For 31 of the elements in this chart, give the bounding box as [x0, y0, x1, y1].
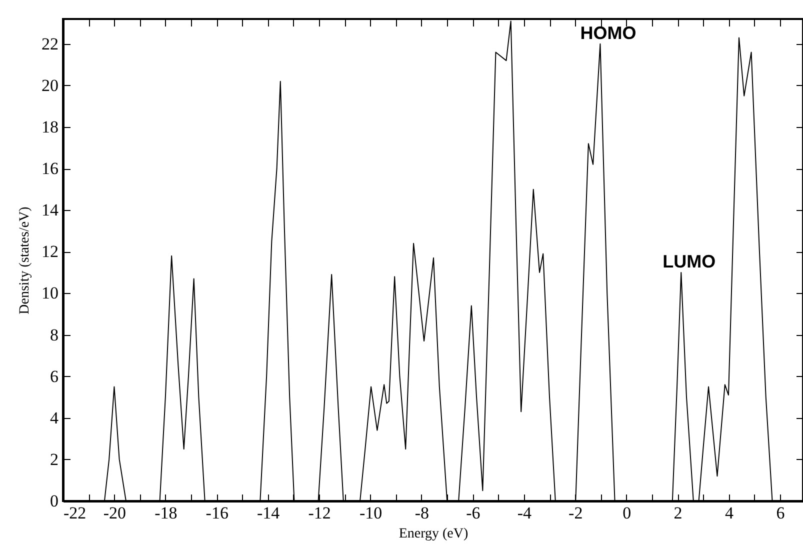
x-tick-label: -2 [568, 504, 583, 522]
x-tick-label: 0 [622, 504, 632, 522]
x-tick-label: -16 [206, 504, 228, 522]
x-tick-label: -8 [414, 504, 430, 522]
y-tick-label: 22 [42, 34, 58, 54]
y-tick-label: 10 [42, 284, 58, 303]
y-axis-title: Density (states/eV) [18, 206, 32, 314]
x-axis-title: Energy (eV) [398, 526, 468, 542]
x-tick-label: -6 [466, 504, 480, 522]
x-tick-label: -18 [154, 504, 178, 522]
annotation: LUMO [662, 251, 716, 272]
y-tick-label: 20 [42, 76, 58, 95]
y-tick-label: 14 [42, 200, 59, 220]
x-tick-label: -14 [257, 504, 280, 522]
x-tick-label: 2 [674, 504, 682, 522]
y-tick-label: 2 [50, 450, 58, 469]
y-tick-label: 0 [50, 492, 58, 510]
y-tick-label: 18 [42, 118, 58, 137]
x-tick-label: 4 [724, 504, 734, 522]
x-tick-label: -12 [308, 504, 331, 522]
x-tick-label: -20 [103, 504, 126, 522]
annotation: HOMO [580, 22, 636, 43]
x-tick-label: -22 [64, 504, 86, 522]
y-tick-label: 16 [42, 159, 58, 178]
y-tick-label: 6 [50, 366, 58, 386]
x-tick-label: -4 [517, 504, 532, 522]
y-tick-label: 4 [50, 408, 59, 428]
x-tick-label: -10 [359, 504, 382, 522]
y-tick-label: 8 [50, 325, 58, 344]
y-tick-label: 12 [42, 242, 58, 262]
x-tick-label: 6 [776, 504, 785, 522]
